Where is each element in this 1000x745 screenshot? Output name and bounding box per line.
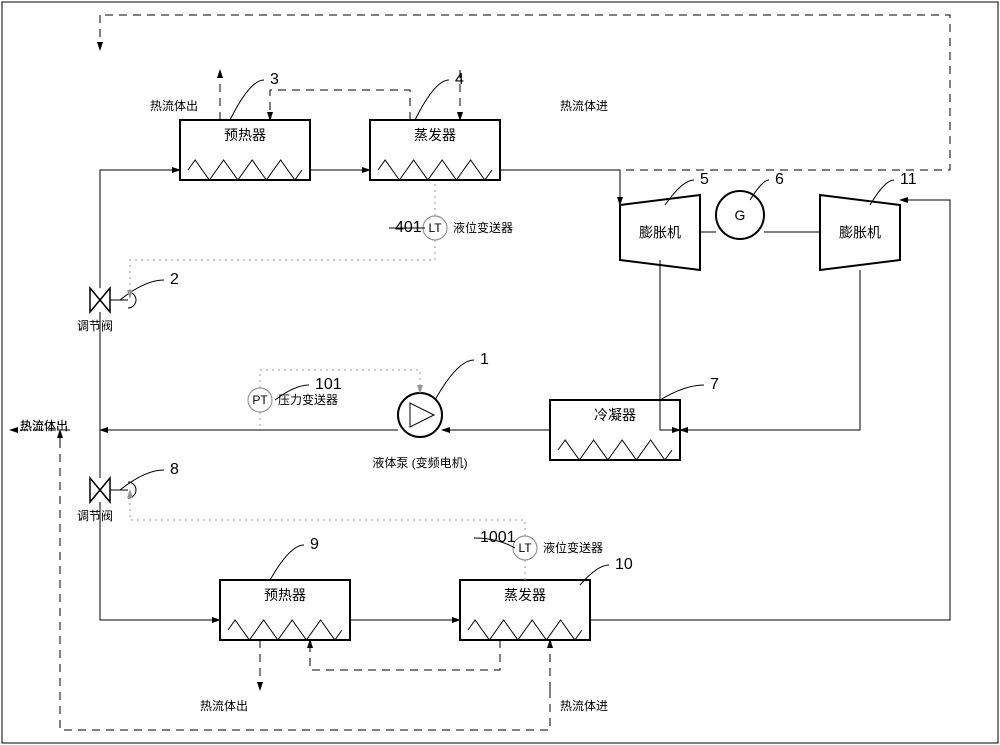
svg-text:压力变送器: 压力变送器 [278, 392, 338, 407]
svg-text:10: 10 [615, 556, 633, 573]
callout-4: 4 [415, 71, 464, 120]
callout-1: 1 [435, 351, 489, 400]
svg-text:预热器: 预热器 [224, 127, 266, 143]
svg-text:液位变送器: 液位变送器 [453, 220, 513, 235]
pump: 液体泵 (变频电机) [372, 393, 467, 470]
svg-text:6: 6 [775, 171, 784, 188]
callout-3: 3 [230, 71, 279, 120]
svg-text:9: 9 [310, 536, 319, 553]
callout-2: 2 [120, 271, 179, 300]
preheater-bot: 预热器 [220, 580, 350, 640]
preheater-top: 预热器 [180, 120, 310, 180]
lt-sensor-top: LT 液位变送器 [423, 216, 513, 240]
svg-text:1001: 1001 [480, 529, 516, 546]
svg-text:调节阀: 调节阀 [77, 509, 113, 523]
svg-text:膨胀机: 膨胀机 [839, 225, 881, 241]
evaporator-top: 蒸发器 [370, 120, 500, 180]
callout-1001: 1001 [474, 529, 516, 548]
svg-text:蒸发器: 蒸发器 [504, 587, 546, 603]
svg-text:LT: LT [518, 541, 532, 555]
svg-text:8: 8 [170, 461, 179, 478]
expander-right: 膨胀机 [820, 195, 900, 270]
svg-text:预热器: 预热器 [264, 587, 306, 603]
svg-text:液位变送器: 液位变送器 [543, 540, 603, 555]
callout-8: 8 [120, 461, 179, 490]
svg-text:蒸发器: 蒸发器 [414, 127, 456, 143]
svg-text:11: 11 [900, 171, 917, 188]
expander-left: 膨胀机 [620, 195, 700, 270]
svg-text:3: 3 [270, 71, 279, 88]
callout-401: 401 [389, 219, 425, 236]
evaporator-bot: 蒸发器 [460, 580, 590, 640]
callout-7: 7 [660, 376, 719, 400]
svg-text:膨胀机: 膨胀机 [639, 225, 681, 241]
generator: G [716, 191, 764, 239]
svg-text:5: 5 [700, 171, 709, 188]
svg-text:PT: PT [252, 393, 268, 407]
svg-text:2: 2 [170, 271, 179, 288]
svg-text:调节阀: 调节阀 [77, 319, 113, 333]
lt-sensor-bot: LT 液位变送器 [513, 536, 603, 560]
svg-text:热流体进: 热流体进 [560, 699, 608, 713]
svg-text:401: 401 [395, 219, 422, 236]
svg-text:7: 7 [710, 376, 719, 393]
svg-text:冷凝器: 冷凝器 [594, 407, 636, 423]
svg-text:热流体出: 热流体出 [150, 99, 198, 113]
svg-text:101: 101 [315, 376, 342, 393]
svg-text:LT: LT [428, 221, 442, 235]
svg-text:热流体进: 热流体进 [560, 99, 608, 113]
svg-text:热流体出: 热流体出 [200, 699, 248, 713]
svg-text:液体泵 (变频电机): 液体泵 (变频电机) [372, 455, 467, 470]
svg-text:1: 1 [480, 351, 489, 368]
callout-9: 9 [270, 536, 319, 580]
svg-text:G: G [735, 207, 746, 223]
svg-text:热流体出: 热流体出 [20, 419, 68, 433]
